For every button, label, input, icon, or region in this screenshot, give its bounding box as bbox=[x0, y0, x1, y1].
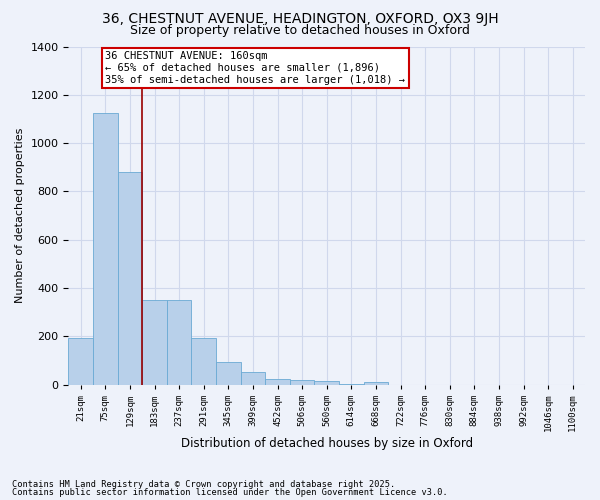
Bar bbox=[364, 382, 388, 385]
X-axis label: Distribution of detached houses by size in Oxford: Distribution of detached houses by size … bbox=[181, 437, 473, 450]
Bar bbox=[339, 384, 364, 385]
Text: Contains HM Land Registry data © Crown copyright and database right 2025.: Contains HM Land Registry data © Crown c… bbox=[12, 480, 395, 489]
Bar bbox=[314, 381, 339, 385]
Bar bbox=[68, 338, 93, 385]
Bar bbox=[191, 338, 216, 385]
Bar bbox=[142, 300, 167, 385]
Bar bbox=[167, 300, 191, 385]
Text: Size of property relative to detached houses in Oxford: Size of property relative to detached ho… bbox=[130, 24, 470, 37]
Bar bbox=[265, 379, 290, 385]
Bar bbox=[241, 372, 265, 385]
Bar bbox=[290, 380, 314, 385]
Bar bbox=[216, 362, 241, 385]
Text: 36 CHESTNUT AVENUE: 160sqm
← 65% of detached houses are smaller (1,896)
35% of s: 36 CHESTNUT AVENUE: 160sqm ← 65% of deta… bbox=[106, 52, 406, 84]
Text: Contains public sector information licensed under the Open Government Licence v3: Contains public sector information licen… bbox=[12, 488, 448, 497]
Y-axis label: Number of detached properties: Number of detached properties bbox=[15, 128, 25, 304]
Bar bbox=[93, 113, 118, 385]
Bar bbox=[118, 172, 142, 385]
Text: 36, CHESTNUT AVENUE, HEADINGTON, OXFORD, OX3 9JH: 36, CHESTNUT AVENUE, HEADINGTON, OXFORD,… bbox=[101, 12, 499, 26]
